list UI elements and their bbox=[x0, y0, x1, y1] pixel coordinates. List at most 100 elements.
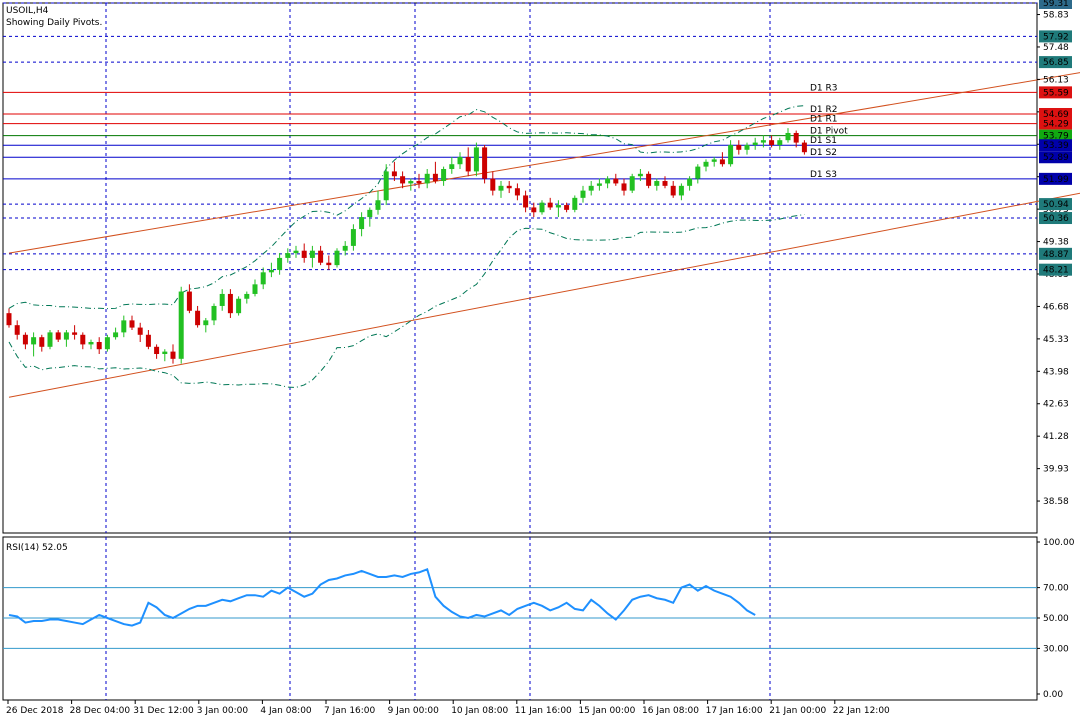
candle-body bbox=[719, 159, 725, 165]
band-line bbox=[8, 213, 805, 388]
pivot-label: D1 Pivot bbox=[810, 127, 848, 137]
candle-body bbox=[39, 337, 45, 347]
pivot-label: D1 S3 bbox=[810, 170, 837, 180]
rsi-tick-label: 70.00 bbox=[1043, 584, 1069, 594]
level-marker bbox=[1039, 212, 1072, 225]
price-tick-label: 57.48 bbox=[1043, 43, 1069, 53]
main-plot-frame bbox=[2, 2, 1038, 534]
candle-body bbox=[621, 183, 627, 191]
candle-body bbox=[359, 217, 365, 230]
level-marker bbox=[1039, 0, 1072, 9]
candle-body bbox=[6, 313, 12, 326]
candle-body bbox=[277, 257, 283, 270]
price-tick-label: 46.68 bbox=[1043, 302, 1069, 312]
band-line bbox=[8, 105, 805, 310]
candle-body bbox=[506, 185, 512, 189]
candle-body bbox=[482, 147, 488, 179]
grid bbox=[105, 3, 771, 700]
level-marker-text: 51.99 bbox=[1043, 175, 1069, 185]
candle-body bbox=[350, 229, 356, 246]
rsi-tick-label: 50.00 bbox=[1043, 614, 1069, 624]
candle-body bbox=[531, 207, 537, 213]
level-marker bbox=[1039, 129, 1072, 142]
candle-body bbox=[457, 157, 463, 165]
candle-body bbox=[137, 327, 143, 335]
candle-body bbox=[498, 185, 504, 191]
level-marker-text: 50.36 bbox=[1043, 214, 1069, 224]
rsi-tick-label: 0.00 bbox=[1043, 690, 1063, 700]
envelope-bands bbox=[8, 105, 805, 388]
candle-body bbox=[670, 185, 676, 196]
candle-body bbox=[703, 161, 709, 167]
level-marker-text: 48.21 bbox=[1043, 266, 1069, 276]
time-label: 26 Dec 2018 bbox=[6, 706, 64, 716]
candle-body bbox=[72, 332, 78, 335]
candle-body bbox=[564, 205, 570, 210]
time-label: 10 Jan 08:00 bbox=[451, 706, 508, 716]
level-marker bbox=[1039, 198, 1072, 211]
level-marker-text: 48.87 bbox=[1043, 250, 1069, 260]
candle-body bbox=[711, 159, 717, 162]
candle-body bbox=[646, 173, 652, 186]
level-marker-text: 54.29 bbox=[1043, 120, 1069, 130]
candle-body bbox=[760, 140, 766, 143]
level-marker bbox=[1039, 151, 1072, 164]
rsi-tick-label: 30.00 bbox=[1043, 644, 1069, 654]
candle-body bbox=[596, 183, 602, 186]
candle-body bbox=[195, 310, 201, 326]
candle-body bbox=[547, 202, 553, 208]
candle-body bbox=[285, 253, 291, 258]
chart-title: USOIL,H4 bbox=[6, 6, 49, 16]
candle-body bbox=[728, 144, 734, 165]
candle-body bbox=[244, 293, 250, 299]
candle-body bbox=[449, 164, 455, 170]
candle-body bbox=[793, 132, 799, 143]
candle-body bbox=[334, 250, 340, 266]
candle-body bbox=[629, 176, 635, 191]
level-marker bbox=[1039, 172, 1072, 185]
candle-body bbox=[613, 178, 619, 184]
candle-body bbox=[662, 181, 668, 186]
candle-body bbox=[580, 190, 586, 198]
time-label: 31 Dec 12:00 bbox=[133, 706, 194, 716]
candle-body bbox=[31, 337, 37, 345]
candle-body bbox=[687, 178, 693, 186]
candle-body bbox=[293, 250, 299, 254]
candle-body bbox=[678, 185, 684, 196]
price-tick-label: 42.63 bbox=[1043, 400, 1069, 410]
candle-body bbox=[342, 245, 348, 251]
candle-body bbox=[260, 272, 266, 285]
level-marker-text: 55.59 bbox=[1043, 88, 1069, 98]
candle-body bbox=[391, 171, 397, 177]
candle-body bbox=[326, 262, 332, 266]
price-tick-label: 56.13 bbox=[1043, 75, 1069, 85]
level-marker-text: 54.69 bbox=[1043, 110, 1069, 120]
trend-channel bbox=[8, 72, 1080, 398]
candle-body bbox=[539, 202, 545, 213]
price-tick-label: 38.58 bbox=[1043, 497, 1069, 507]
candle-body bbox=[309, 250, 315, 258]
candle-body bbox=[14, 325, 20, 335]
rsi-label: RSI(14) 52.05 bbox=[6, 543, 68, 553]
price-tick-label: 41.28 bbox=[1043, 432, 1069, 442]
candle-body bbox=[416, 181, 422, 184]
candle-body bbox=[55, 332, 61, 340]
rsi-pane: 100.00 70.00 50.00 30.00 0.00 bbox=[3, 538, 1075, 700]
time-label: 16 Jan 08:00 bbox=[642, 706, 699, 716]
candle-body bbox=[383, 171, 389, 201]
level-marker bbox=[1039, 263, 1072, 276]
candles bbox=[6, 128, 807, 364]
rsi-tick-label: 100.00 bbox=[1043, 538, 1075, 548]
level-marker bbox=[1039, 30, 1072, 43]
candle-body bbox=[96, 341, 102, 350]
candle-body bbox=[219, 293, 225, 306]
candle-body bbox=[785, 132, 791, 141]
time-label: 15 Jan 00:00 bbox=[578, 706, 635, 716]
level-marker-text: 50.94 bbox=[1043, 200, 1069, 210]
candle-body bbox=[227, 293, 233, 314]
candle-body bbox=[555, 205, 561, 208]
price-tick-label: 39.93 bbox=[1043, 465, 1069, 475]
